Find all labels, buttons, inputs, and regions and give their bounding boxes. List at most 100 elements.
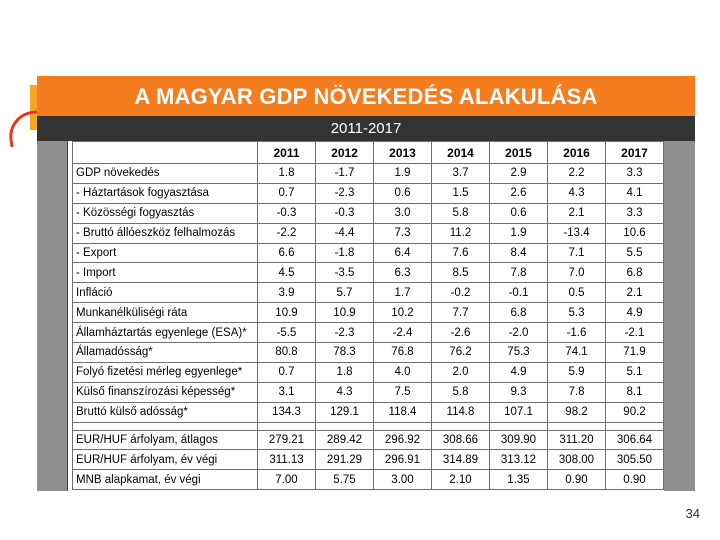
table-spacer-row [72,421,664,431]
value-cell: 3.9 [257,282,316,304]
value-cell: 10.9 [315,302,374,324]
value-cell: 2.1 [547,202,606,224]
value-cell: 1.8 [257,163,316,184]
table-row: - Háztartások fogyasztása 0.7 -2.3 0.6 1.5 2.… [72,182,664,204]
row-label: - Import [72,262,258,284]
value-cell: 76.2 [431,342,490,363]
value-cell: 10.6 [605,222,664,244]
value-cell: -1.8 [315,242,374,264]
value-cell: 308.00 [547,449,606,471]
value-cell: 107.1 [489,401,548,423]
year-header: 2013 [373,141,432,164]
value-cell: 5.7 [315,282,374,304]
value-cell: 311.13 [257,449,316,471]
row-label: MNB alapkamat, év végi [72,469,258,491]
value-cell: 0.90 [605,469,664,491]
value-cell: 11.2 [431,222,490,244]
value-cell: 6.4 [373,242,432,264]
value-cell: 2.1 [605,282,664,304]
table-container: 2011 2012 2013 2014 2015 2016 2017 GDP n… [68,141,664,491]
value-cell: 6.8 [489,302,548,324]
value-cell: -2.6 [431,322,490,344]
value-cell: 90.2 [605,401,664,423]
value-cell: 2.0 [431,361,490,383]
value-cell: -2.1 [605,322,664,344]
value-cell: 5.8 [431,381,490,403]
table-row: Infláció 3.9 5.7 1.7 -0.2 -0.1 0.5 2.1 [72,282,664,304]
value-cell: 74.1 [547,342,606,363]
value-cell: 7.6 [431,242,490,264]
spacer-cell [605,421,664,431]
value-cell: 305.50 [605,449,664,471]
value-cell: 296.92 [373,429,432,451]
table-row: - Közösségi fogyasztás -0.3 -0.3 3.0 5.8 0.6 2… [72,202,664,224]
value-cell: 4.1 [605,182,664,204]
value-cell: 78.3 [315,342,374,363]
left-side-panel [37,141,67,491]
value-cell: 114.8 [431,401,490,423]
row-label: Külső finanszírozási képesség* [72,381,258,403]
value-cell: 3.00 [373,469,432,491]
value-cell: 1.5 [431,182,490,204]
value-cell: -0.2 [431,282,490,304]
header-label-cell [72,141,258,164]
value-cell: 75.3 [489,342,548,363]
spacer-cell [72,421,258,431]
value-cell: 4.9 [489,361,548,383]
spacer-cell [431,421,490,431]
year-header: 2015 [489,141,548,164]
gdp-table: 2011 2012 2013 2014 2015 2016 2017 GDP n… [72,141,664,491]
value-cell: 7.7 [431,302,490,324]
table-row: - Export 6.6 -1.8 6.4 7.6 8.4 7.1 5.5 [72,242,664,264]
value-cell: 8.1 [605,381,664,403]
value-cell: 3.1 [257,381,316,403]
spacer-cell [257,421,316,431]
value-cell: 7.0 [547,262,606,284]
row-label: Államháztartás egyenlege (ESA)* [72,322,258,344]
value-cell: 5.9 [547,361,606,383]
value-cell: -0.3 [257,202,316,224]
value-cell: 4.9 [605,302,664,324]
table-row: EUR/HUF árfolyam, év végi 311.13 291.29 296… [72,449,664,471]
value-cell: 2.9 [489,163,548,184]
value-cell: 5.3 [547,302,606,324]
value-cell: 8.5 [431,262,490,284]
value-cell: 0.7 [257,361,316,383]
spacer-cell [547,421,606,431]
value-cell: 7.00 [257,469,316,491]
row-label: EUR/HUF árfolyam, év végi [72,449,258,471]
value-cell: 4.0 [373,361,432,383]
table-row: Munkanélküliségi ráta 10.9 10.9 10.2 7.7 6.8 5… [72,302,664,324]
spacer-cell [315,421,374,431]
value-cell: 1.9 [489,222,548,244]
value-cell: 6.3 [373,262,432,284]
value-cell: -4.4 [315,222,374,244]
value-cell: 296.91 [373,449,432,471]
value-cell: 71.9 [605,342,664,363]
value-cell: 3.3 [605,163,664,184]
year-header: 2011 [257,141,316,164]
value-cell: 9.3 [489,381,548,403]
value-cell: 6.6 [257,242,316,264]
table-row: Államháztartás egyenlege (ESA)* -5.5 -2.3-… [72,322,664,344]
value-cell: 5.8 [431,202,490,224]
year-header: 2017 [605,141,664,164]
row-label: Folyó fizetési mérleg egyenlege* [72,361,258,383]
value-cell: -3.5 [315,262,374,284]
value-cell: 6.8 [605,262,664,284]
table-header-row: 2011 2012 2013 2014 2015 2016 2017 [72,141,664,164]
value-cell: 129.1 [315,401,374,423]
table-row: Külső finanszírozási képesség* 3.1 4.3 7.5 5… [72,381,664,403]
spacer-cell [489,421,548,431]
value-cell: 309.90 [489,429,548,451]
table-row: Államadósság* 80.8 78.3 76.8 76.2 75.3 74.1 71.… [72,342,664,363]
value-cell: 98.2 [547,401,606,423]
value-cell: 1.8 [315,361,374,383]
value-cell: 4.3 [547,182,606,204]
value-cell: -2.3 [315,322,374,344]
row-label: - Közösségi fogyasztás [72,202,258,224]
slide-title: A MAGYAR GDP NÖVEKEDÉS ALAKULÁSA [37,76,695,116]
value-cell: 4.5 [257,262,316,284]
value-cell: 0.90 [547,469,606,491]
value-cell: 2.10 [431,469,490,491]
